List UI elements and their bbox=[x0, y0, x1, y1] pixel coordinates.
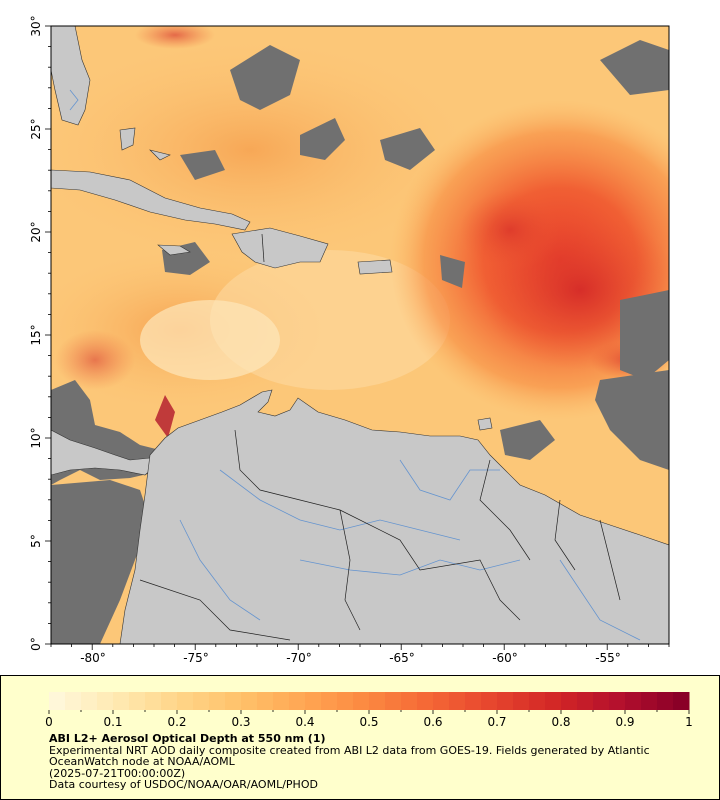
colorbar-cell bbox=[225, 692, 242, 710]
colorbar-cell bbox=[561, 692, 578, 710]
caption-line: OceanWatch node at NOAA/AOML bbox=[49, 755, 235, 769]
x-tick-label: -65° bbox=[389, 651, 415, 665]
colorbar-cell bbox=[545, 692, 562, 710]
x-tick-label: -55° bbox=[595, 651, 621, 665]
colorbar-cell bbox=[465, 692, 482, 710]
land-areas bbox=[51, 26, 669, 644]
colorbar-cell bbox=[577, 692, 594, 710]
colorbar-cell bbox=[673, 692, 690, 710]
colorbar-cell bbox=[177, 692, 194, 710]
y-axis-labels: 0° 5° 10° 15° 20° 25° 30° bbox=[29, 15, 43, 650]
colorbar-cell bbox=[625, 692, 642, 710]
caption: ABI L2+ Aerosol Optical Depth at 550 nm … bbox=[49, 733, 709, 791]
legend-panel: 0 0.1 0.2 0.3 0.4 0.5 0.6 0.7 0.8 0.9 1 … bbox=[0, 675, 720, 800]
colorbar-label: 0.3 bbox=[231, 715, 250, 729]
colorbar-cell bbox=[497, 692, 514, 710]
caption-line: Data courtesy of USDOC/NOAA/OAR/AOML/PHO… bbox=[49, 778, 318, 792]
map-field bbox=[51, 26, 669, 644]
caption-line: (2025-07-21T00:00:00Z) bbox=[49, 766, 186, 780]
colorbar: 0 0.1 0.2 0.3 0.4 0.5 0.6 0.7 0.8 0.9 1 bbox=[45, 692, 693, 729]
colorbar-cell bbox=[129, 692, 146, 710]
colorbar-cell bbox=[209, 692, 226, 710]
colorbar-cell bbox=[145, 692, 162, 710]
colorbar-label: 0.9 bbox=[615, 715, 634, 729]
colorbar-cell bbox=[433, 692, 450, 710]
colorbar-cell bbox=[289, 692, 306, 710]
colorbar-labels: 0 0.1 0.2 0.3 0.4 0.5 0.6 0.7 0.8 0.9 1 bbox=[45, 715, 693, 729]
colorbar-label: 1 bbox=[685, 715, 693, 729]
caption-title: ABI L2+ Aerosol Optical Depth at 550 nm … bbox=[49, 732, 326, 745]
colorbar-cell bbox=[481, 692, 498, 710]
y-tick-label: 30° bbox=[29, 15, 43, 36]
colorbar-cell bbox=[305, 692, 322, 710]
y-tick-label: 10° bbox=[29, 427, 43, 448]
x-tick-label: -60° bbox=[492, 651, 518, 665]
colorbar-label: 0.8 bbox=[551, 715, 570, 729]
colorbar-cell bbox=[609, 692, 626, 710]
colorbar-cell bbox=[49, 692, 66, 710]
colorbar-cell bbox=[337, 692, 354, 710]
colorbar-cell bbox=[641, 692, 658, 710]
colorbar-cell bbox=[193, 692, 210, 710]
caption-line: Experimental NRT AOD daily composite cre… bbox=[49, 743, 650, 757]
y-tick-label: 0° bbox=[29, 637, 43, 651]
colorbar-cell bbox=[657, 692, 674, 710]
colorbar-cell bbox=[81, 692, 98, 710]
x-tick-label: -75° bbox=[183, 651, 209, 665]
aod-map: -80° -75° -70° -65° -60° -55° 0° 5° 10° … bbox=[29, 15, 670, 665]
colorbar-label: 0.5 bbox=[359, 715, 378, 729]
colorbar-label: 0.7 bbox=[487, 715, 506, 729]
colorbar-cells bbox=[49, 692, 690, 710]
colorbar-cell bbox=[161, 692, 178, 710]
colorbar-cell bbox=[385, 692, 402, 710]
colorbar-label: 0.1 bbox=[103, 715, 122, 729]
y-tick-label: 25° bbox=[29, 118, 43, 139]
tick-marks bbox=[45, 25, 670, 650]
colorbar-label: 0.4 bbox=[295, 715, 314, 729]
colorbar-cell bbox=[97, 692, 114, 710]
x-tick-label: -80° bbox=[80, 651, 106, 665]
no-data-areas bbox=[51, 40, 669, 644]
colorbar-cell bbox=[417, 692, 434, 710]
colorbar-label: 0 bbox=[45, 715, 53, 729]
colorbar-cell bbox=[273, 692, 290, 710]
colorbar-cell bbox=[513, 692, 530, 710]
colorbar-label: 0.2 bbox=[167, 715, 186, 729]
colorbar-cell bbox=[593, 692, 610, 710]
colorbar-cell bbox=[113, 692, 130, 710]
colorbar-label: 0.6 bbox=[423, 715, 442, 729]
colorbar-cell bbox=[449, 692, 466, 710]
rivers bbox=[69, 89, 641, 641]
y-tick-label: 5° bbox=[29, 534, 43, 548]
y-tick-label: 20° bbox=[29, 221, 43, 242]
colorbar-cell bbox=[321, 692, 338, 710]
colorbar-ticks bbox=[48, 710, 690, 714]
x-tick-label: -70° bbox=[286, 651, 312, 665]
colorbar-cell bbox=[401, 692, 418, 710]
colorbar-cell bbox=[65, 692, 82, 710]
colorbar-cell bbox=[241, 692, 258, 710]
y-tick-label: 15° bbox=[29, 324, 43, 345]
country-borders bbox=[139, 233, 621, 641]
x-axis-labels: -80° -75° -70° -65° -60° -55° bbox=[80, 651, 621, 665]
colorbar-cell bbox=[257, 692, 274, 710]
colorbar-cell bbox=[529, 692, 546, 710]
colorbar-cell bbox=[369, 692, 386, 710]
colorbar-cell bbox=[353, 692, 370, 710]
